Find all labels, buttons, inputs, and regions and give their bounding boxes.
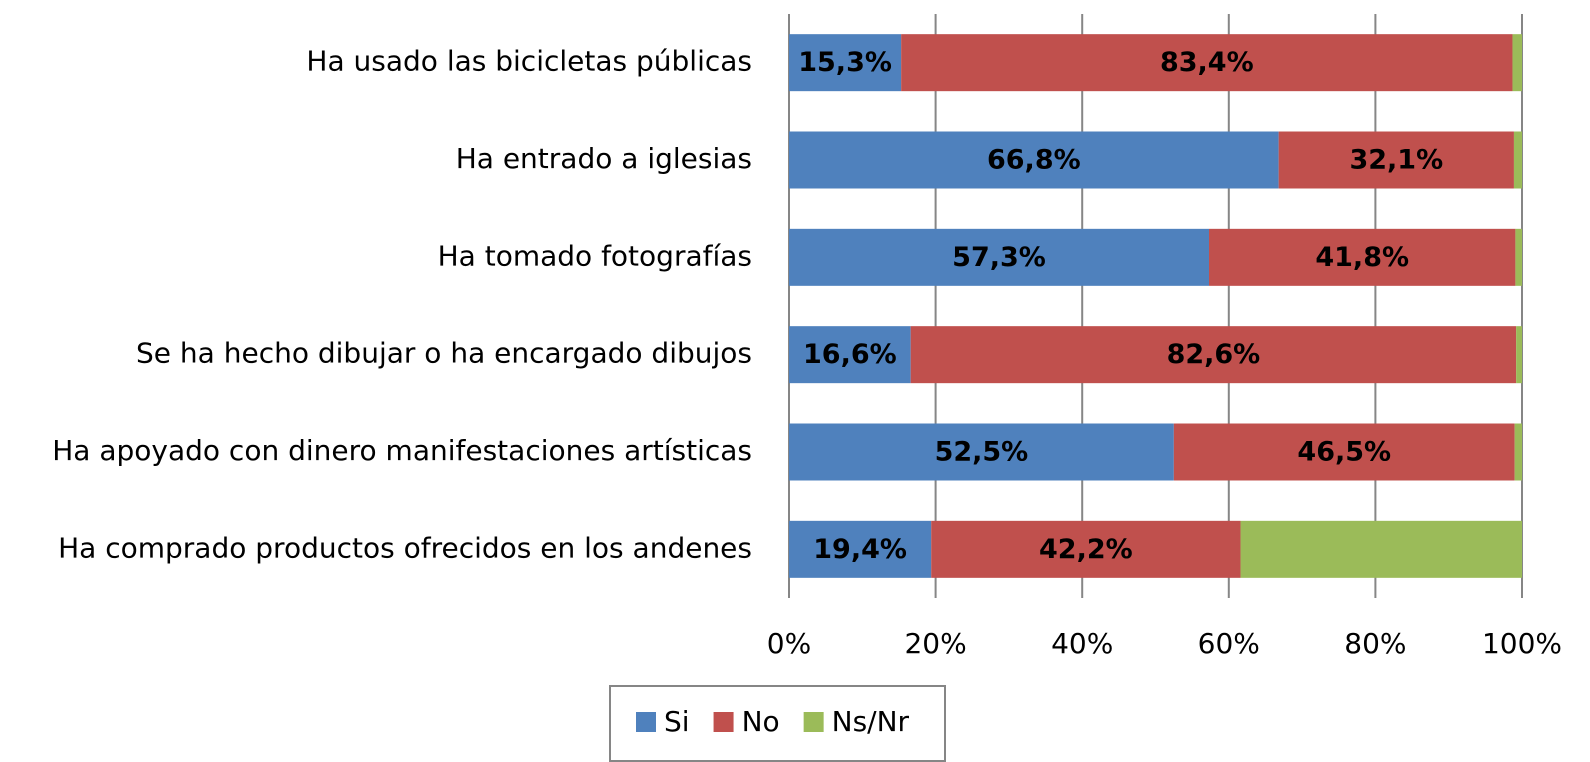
legend-label: Ns/Nr: [832, 705, 910, 738]
legend-swatch: [803, 712, 824, 732]
legend-label: Si: [664, 705, 690, 738]
bar-segment: [789, 131, 1279, 189]
legend-label: No: [742, 705, 780, 738]
bar-segment: [1173, 423, 1515, 481]
bar-segment: [1240, 520, 1522, 578]
value-label: 19,4%: [813, 534, 907, 565]
bar-segment: [789, 326, 911, 384]
x-tick-label: 80%: [1344, 627, 1406, 660]
x-tick-label: 100%: [1482, 627, 1562, 660]
bar-segment: [1278, 131, 1514, 189]
bar-segment: [1209, 228, 1516, 286]
value-label: 66,8%: [987, 145, 1081, 176]
bar-segment: [901, 34, 1513, 92]
bar-segment: [789, 423, 1174, 481]
category-label: Ha comprado productos ofrecidos en los a…: [58, 531, 752, 564]
value-label: 52,5%: [935, 437, 1029, 468]
value-label: 16,6%: [803, 339, 897, 370]
value-label: 32,1%: [1349, 145, 1443, 176]
legend-swatch: [636, 712, 656, 732]
category-label: Ha tomado fotografías: [438, 239, 752, 272]
value-label: 41,8%: [1315, 242, 1409, 273]
category-label: Ha usado las bicicletas públicas: [306, 45, 752, 78]
bar-segment: [931, 520, 1241, 578]
bar-segment: [1516, 326, 1522, 384]
bar-segment: [789, 34, 902, 92]
bar-segment: [910, 326, 1517, 384]
x-tick-label: 60%: [1198, 627, 1260, 660]
value-label: 57,3%: [952, 242, 1046, 273]
value-label: 15,3%: [798, 47, 892, 78]
legend-box: [609, 685, 946, 762]
legend-swatch: [713, 712, 734, 732]
category-label: Ha apoyado con dinero manifestaciones ar…: [52, 434, 752, 467]
bar-segment: [789, 520, 932, 578]
legend: Si No Ns/Nr: [609, 685, 946, 762]
bar-segment: [1512, 34, 1522, 92]
value-label: 82,6%: [1167, 339, 1261, 370]
value-label: 42,2%: [1039, 534, 1133, 565]
x-tick-label: 40%: [1051, 627, 1113, 660]
bar-segment: [1514, 423, 1522, 481]
value-label: 46,5%: [1297, 437, 1391, 468]
value-label: 83,4%: [1160, 47, 1254, 78]
category-label: Se ha hecho dibujar o ha encargado dibuj…: [136, 337, 752, 370]
bar-segment: [789, 228, 1210, 286]
bar-segment: [1513, 131, 1522, 189]
category-label: Ha entrado a iglesias: [456, 142, 752, 175]
x-tick-label: 0%: [767, 627, 811, 660]
bar-segment: [1515, 228, 1522, 286]
x-tick-label: 20%: [904, 627, 966, 660]
